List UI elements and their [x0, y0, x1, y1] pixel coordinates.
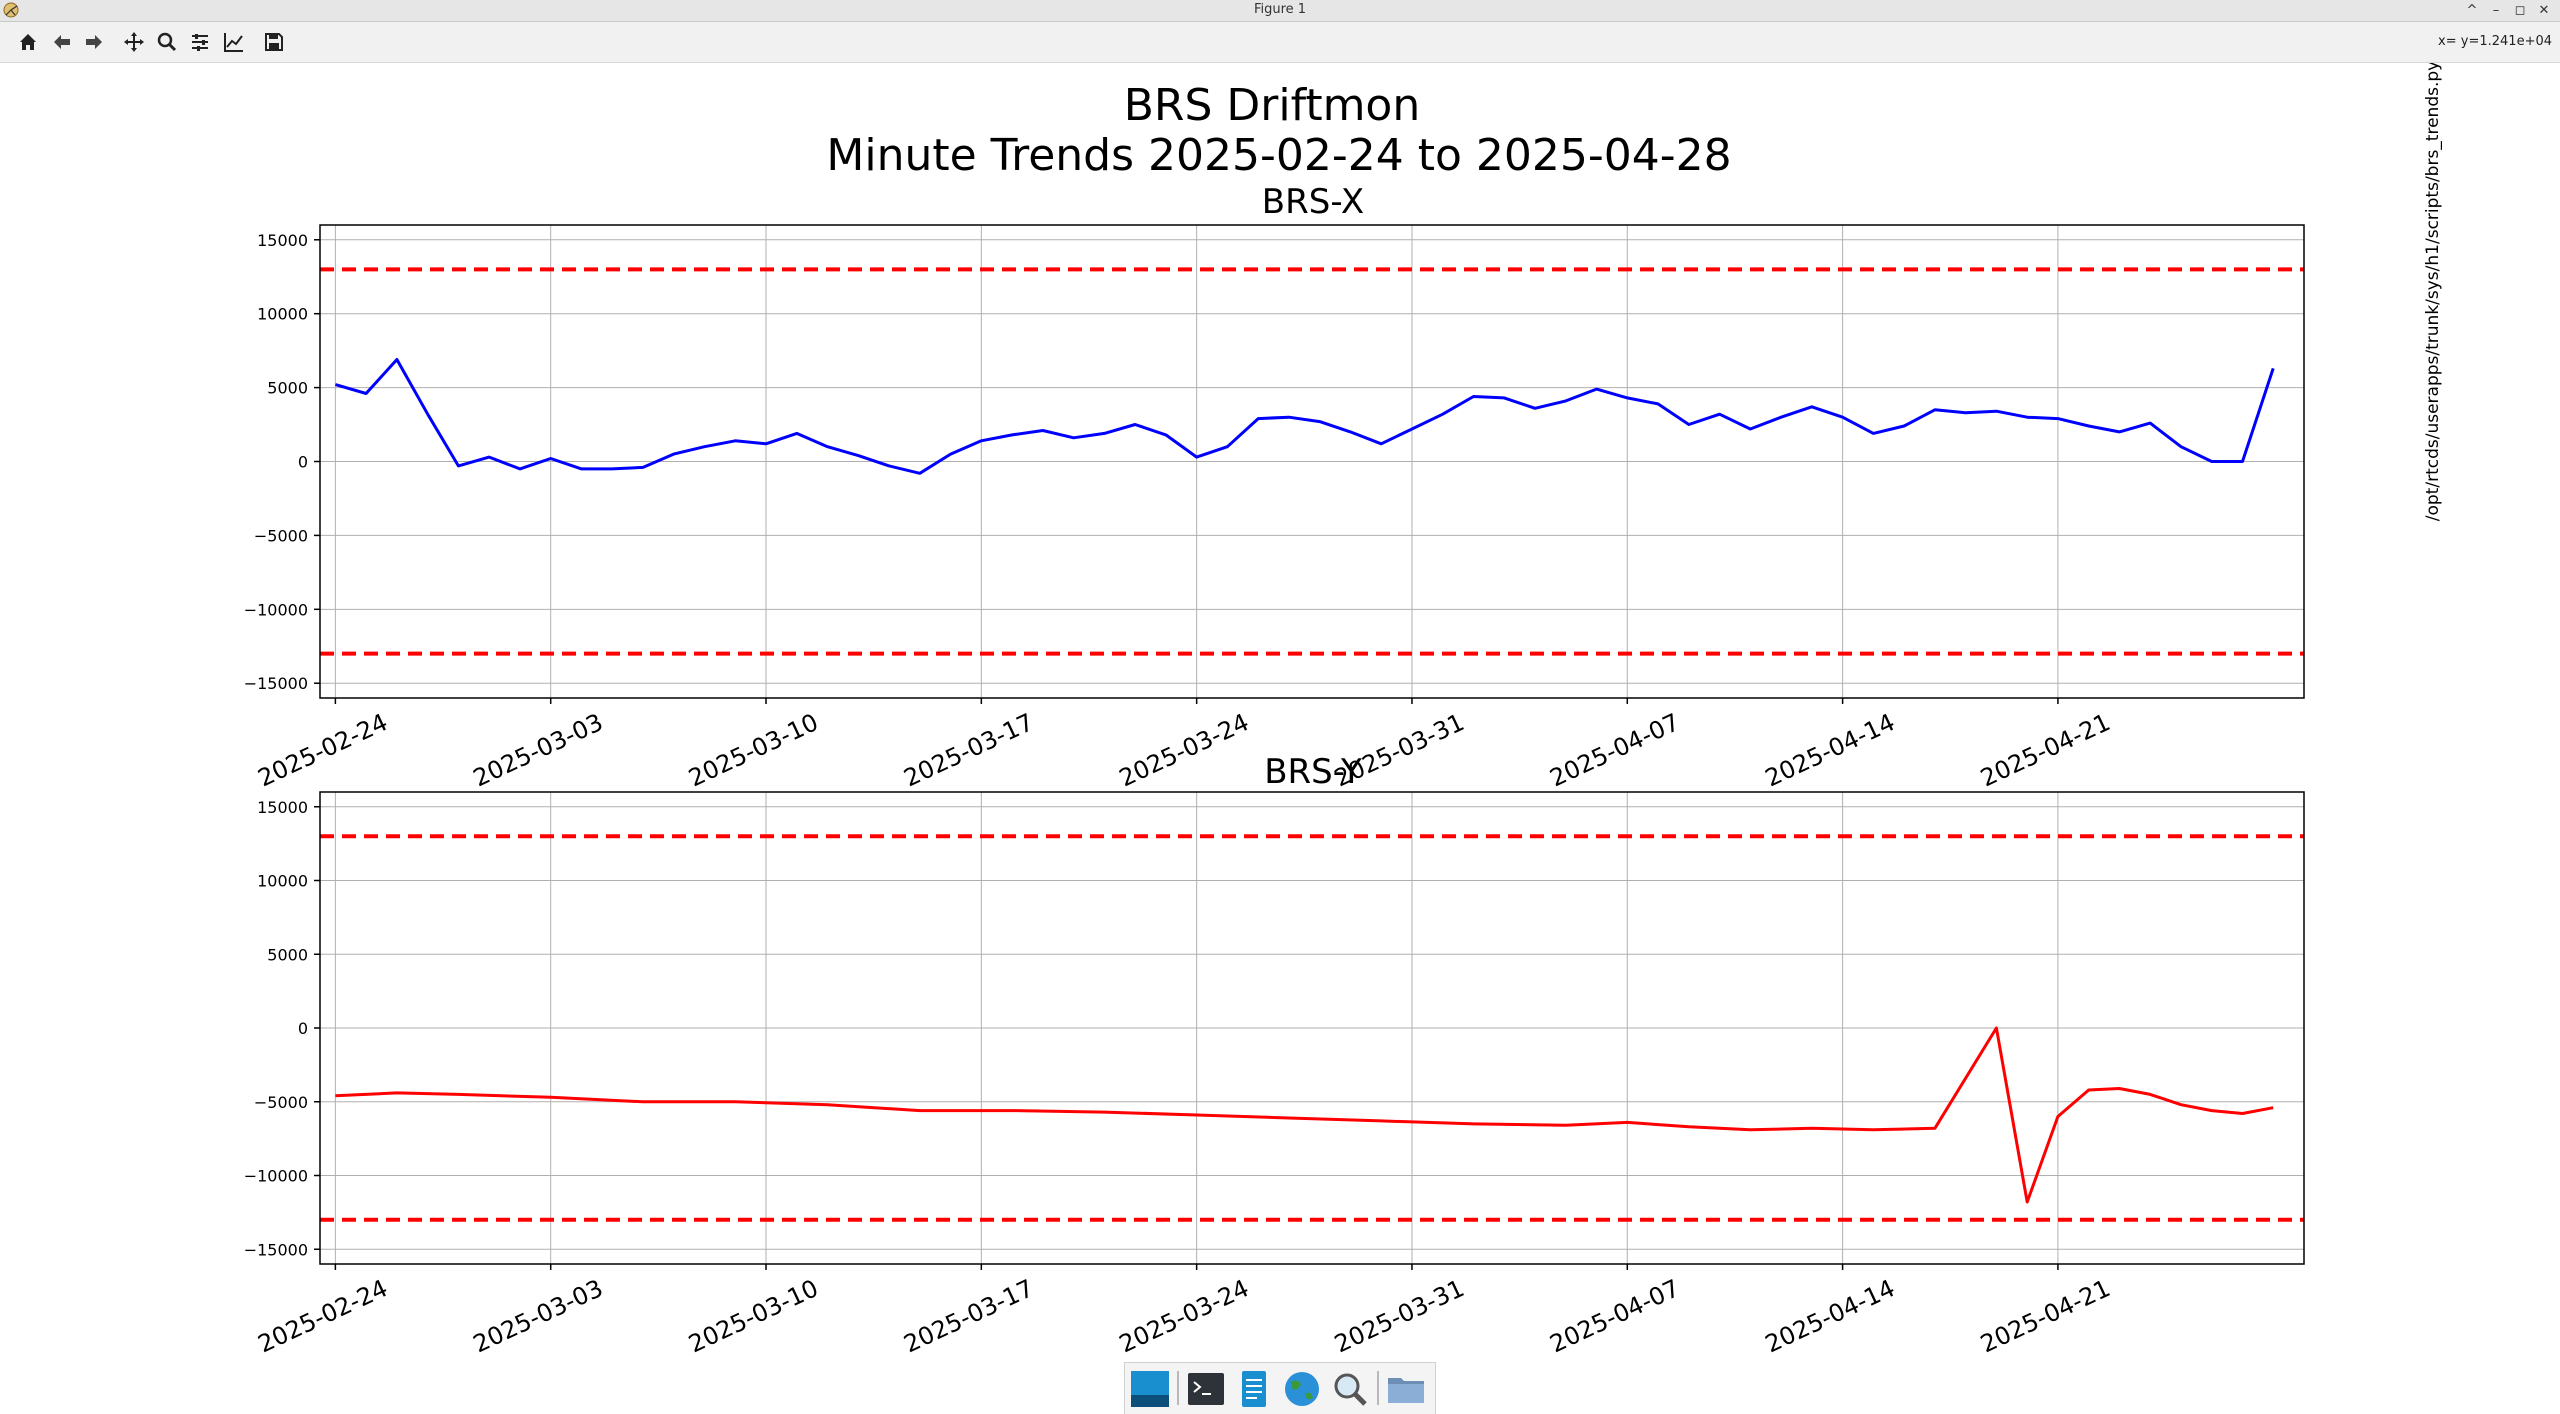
desktop-taskbar-item[interactable] [1129, 1368, 1171, 1410]
subplot-brs-x: BRS-X 15000 10000 5000 0 −5000 −10000 −15000 202… [244, 182, 2305, 792]
y-tick-label: 0 [298, 1019, 308, 1038]
x-tick-label: 2025-03-17 [900, 708, 1038, 792]
desktop-icon [1131, 1371, 1169, 1407]
x-tick-label: 2025-04-21 [1976, 708, 2114, 792]
figure-title-line2: Minute Trends 2025-02-24 to 2025-04-28 [826, 130, 1731, 181]
sliders-icon [192, 34, 208, 51]
text-editor-icon [1242, 1371, 1266, 1407]
folder-icon [1388, 1378, 1424, 1403]
window-titlebar: Figure 1 ^ – ◻ ✕ [0, 0, 2560, 22]
x-tick-label: 2025-03-03 [469, 708, 607, 792]
terminal-taskbar-item[interactable] [1185, 1368, 1227, 1410]
series-line [334, 358, 2275, 475]
home-button[interactable] [14, 28, 42, 56]
y-tick-label: 0 [298, 453, 308, 472]
x-tick-label: 2025-02-24 [254, 1274, 392, 1358]
x-tick-label: 2025-04-21 [1976, 1274, 2114, 1358]
zoom-button[interactable] [153, 28, 181, 56]
window-title: Figure 1 [1253, 2, 1307, 17]
y-tick-label: −5000 [254, 1093, 308, 1112]
y-tick-label: 5000 [267, 945, 308, 964]
x-tick-label: 2025-04-14 [1761, 708, 1899, 792]
y-tick-label: 15000 [257, 798, 308, 817]
coordinate-readout: x= y=1.241e+04 [2438, 34, 2552, 49]
x-tick-label: 2025-03-10 [684, 708, 822, 792]
subplot-title: BRS-Y [1264, 752, 1362, 792]
line-chart-icon [224, 33, 243, 52]
pan-button[interactable] [120, 28, 148, 56]
subplots-button[interactable] [186, 28, 214, 56]
terminal-icon [1188, 1373, 1224, 1405]
figure-svg: BRS Driftmon Minute Trends 2025-02-24 to… [244, 61, 2443, 1359]
navigation-toolbar: x= y=1.241e+04 [0, 22, 2560, 63]
subplot-title: BRS-X [1262, 182, 1364, 222]
y-tick-label: 10000 [257, 305, 308, 324]
close-button[interactable]: ✕ [2538, 2, 2550, 18]
x-tick-label: 2025-02-24 [254, 708, 392, 792]
figure-title-line1: BRS Driftmon [1124, 80, 1421, 131]
series-line [335, 1026, 2274, 1204]
x-tick-label: 2025-03-17 [900, 1274, 1038, 1358]
x-tick-label: 2025-03-31 [1330, 1274, 1468, 1358]
x-tick-label: 2025-03-24 [1115, 1274, 1253, 1358]
save-button[interactable] [260, 28, 288, 56]
x-tick-label: 2025-03-10 [684, 1274, 822, 1358]
y-tick-label: 10000 [257, 872, 308, 891]
y-tick-label: −10000 [244, 1167, 308, 1186]
y-tick-label: 5000 [267, 379, 308, 398]
text-editor-taskbar-item[interactable] [1233, 1368, 1275, 1410]
figure-canvas[interactable]: BRS Driftmon Minute Trends 2025-02-24 to… [0, 61, 2560, 1365]
globe-icon [1285, 1372, 1319, 1406]
floppy-disk-icon [265, 33, 283, 51]
minimize-button[interactable]: – [2492, 2, 2500, 18]
x-tick-label: 2025-03-24 [1115, 708, 1253, 792]
home-icon [20, 34, 36, 50]
file-manager-taskbar-item[interactable] [1385, 1368, 1427, 1410]
x-tick-label: 2025-03-03 [469, 1274, 607, 1358]
y-tick-label: −15000 [244, 1240, 308, 1259]
move-icon [124, 32, 144, 52]
back-button[interactable] [48, 28, 76, 56]
window-shade-button[interactable]: ^ [2466, 2, 2478, 18]
subplot-brs-y: BRS-Y 15000 10000 5000 0 −5000 −10000 −15000 202… [244, 752, 2305, 1358]
y-tick-label: 15000 [257, 231, 308, 250]
magnifier-icon [157, 32, 177, 52]
arrow-right-icon [86, 35, 102, 49]
desktop-taskbar [1124, 1362, 1436, 1414]
web-browser-taskbar-item[interactable] [1281, 1368, 1323, 1410]
x-tick-label: 2025-04-07 [1546, 1274, 1684, 1358]
script-path-label: /opt/rtcds/userapps/trunk/sys/h1/scripts… [2423, 63, 2443, 521]
x-tick-label: 2025-04-14 [1761, 1274, 1899, 1358]
y-tick-label: −15000 [244, 674, 308, 693]
axes-edit-button[interactable] [220, 28, 248, 56]
x-tick-label: 2025-04-07 [1546, 708, 1684, 792]
matplotlib-app-icon [2, 1, 20, 19]
arrow-left-icon [54, 35, 70, 49]
forward-button[interactable] [80, 28, 108, 56]
maximize-button[interactable]: ◻ [2514, 2, 2526, 18]
y-tick-label: −10000 [244, 600, 308, 619]
search-taskbar-item[interactable] [1329, 1368, 1371, 1410]
y-tick-label: −5000 [254, 526, 308, 545]
search-icon [1334, 1373, 1367, 1406]
